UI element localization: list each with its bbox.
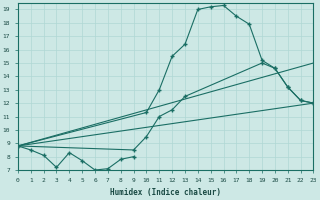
X-axis label: Humidex (Indice chaleur): Humidex (Indice chaleur) <box>110 188 221 197</box>
